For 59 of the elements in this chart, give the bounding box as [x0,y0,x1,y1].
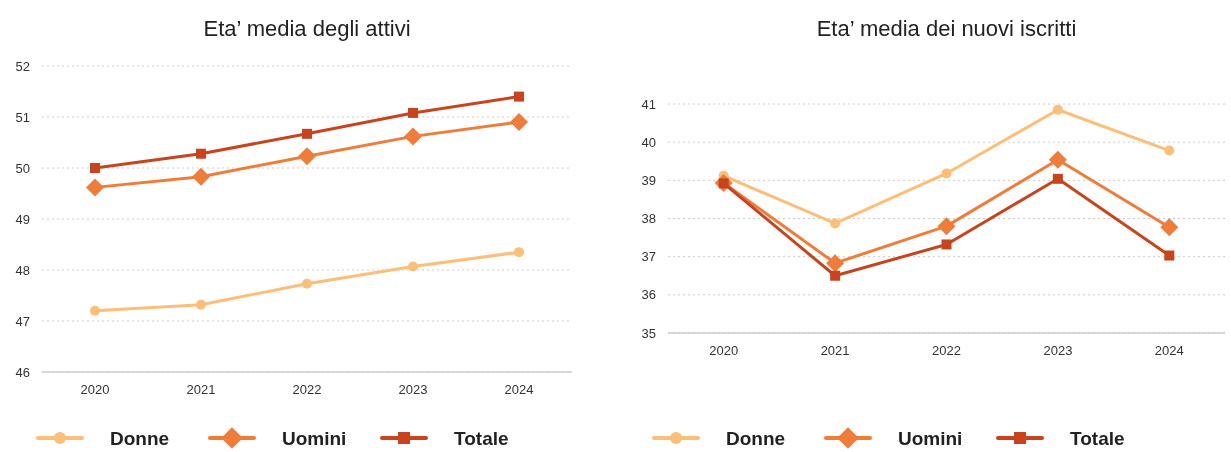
point [826,254,845,273]
legend-label: Totale [454,427,509,449]
point [90,163,100,173]
point [937,217,956,236]
x-tick-label: 2020 [80,382,110,397]
legend-label: Totale [1070,427,1125,449]
point [90,305,100,316]
y-tick-label: 37 [641,249,656,265]
x-tick-label: 2021 [820,343,850,358]
x-tick-label: 2022 [932,343,961,358]
point [1164,250,1175,261]
y-tick-label: 47 [15,313,30,329]
y-tick-label: 36 [641,287,656,303]
y-tick-label: 52 [15,58,30,74]
point [830,270,841,281]
x-tick-label: 2023 [398,382,428,397]
chart-title: Eta’ media dei nuovi iscritti [816,16,1077,41]
point [408,261,418,272]
point [196,148,206,159]
point [1160,218,1179,237]
x-tick-label: 2020 [709,343,739,358]
point [830,218,841,229]
legend-label: Uomini [898,427,963,449]
y-tick-label: 35 [641,325,656,341]
y-tick-label: 39 [641,172,656,188]
point [404,127,422,146]
y-tick-label: 38 [641,211,656,227]
y-tick-label: 49 [15,211,30,227]
point [510,113,528,132]
point [302,278,312,289]
point [86,178,104,197]
point [1048,150,1067,169]
point [298,147,316,166]
point [1052,173,1063,184]
point [514,91,524,102]
y-tick-label: 50 [15,160,30,176]
point [1052,104,1063,115]
point [514,247,524,258]
y-tick-label: 46 [15,364,30,380]
x-tick-label: 2023 [1043,343,1073,358]
point [941,168,952,179]
chart-title: Eta’ media degli attivi [203,16,411,41]
y-tick-label: 41 [641,96,656,112]
point [408,107,418,118]
point [302,128,312,139]
legend-label: Uomini [282,427,347,449]
x-tick-label: 2022 [292,382,322,397]
point [941,239,952,250]
legend-label: Donne [726,427,786,449]
x-tick-label: 2024 [504,382,534,397]
point [192,167,210,186]
point [1164,145,1175,156]
y-tick-label: 40 [641,134,656,150]
x-tick-label: 2021 [186,382,216,397]
point [196,299,206,310]
y-tick-label: 51 [15,109,30,125]
y-tick-label: 48 [15,262,30,278]
legend-label: Donne [110,427,170,449]
x-tick-label: 2024 [1154,343,1184,358]
